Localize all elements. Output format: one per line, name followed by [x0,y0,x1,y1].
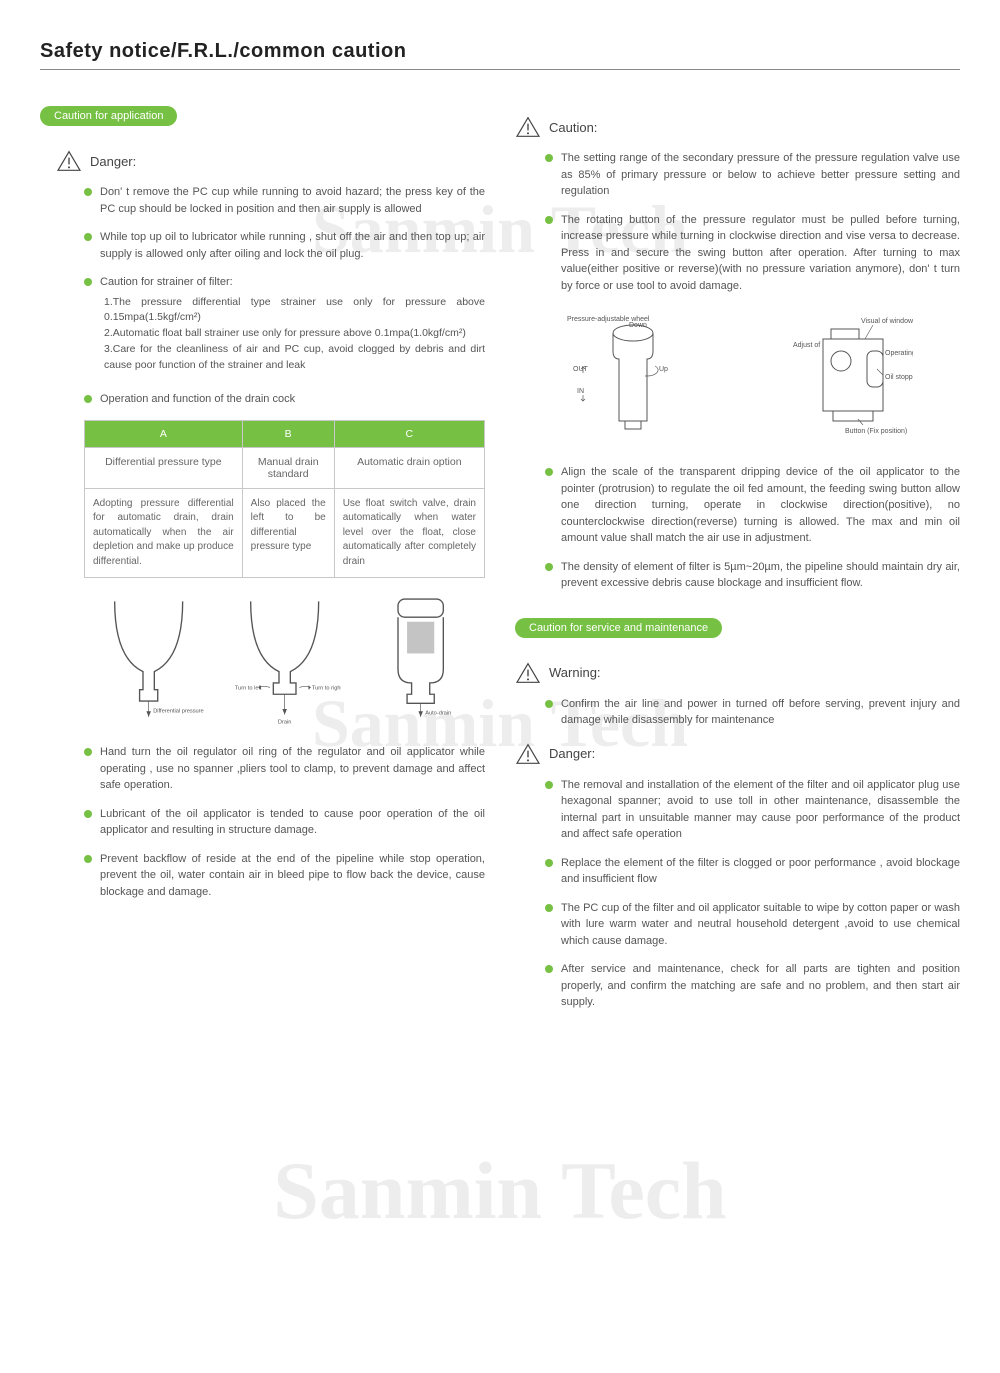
warning-label: Warning: [549,665,601,680]
bullet-icon [84,748,92,756]
svg-text:Adjust of: Adjust of [793,342,820,349]
table-cell: Differential pressure type [85,447,243,488]
left-column: Caution for application Danger: Don' t r… [40,106,485,1023]
warning-header: Warning: [515,662,960,684]
svg-text:Up: Up [659,366,668,373]
bullet-icon [84,395,92,403]
caution-list-bottom: Align the scale of the transparent dripp… [545,464,960,592]
svg-text:Turn to left: Turn to left [235,686,262,692]
caution-item: The setting range of the secondary press… [561,150,960,200]
table-cell: Automatic drain option [334,447,484,488]
watermark: Sanmin Tech [273,1144,726,1238]
lower-item: Lubricant of the oil applicator is tende… [100,806,485,839]
svg-text:Drain: Drain [278,720,292,726]
illustration-row: Differential pressure type Turn to left … [84,590,485,726]
danger-item: Don' t remove the PC cup while running t… [100,184,485,217]
caution-list-top: The setting range of the secondary press… [545,150,960,294]
bullet-icon [545,563,553,571]
bullet-icon [545,904,553,912]
strainer-sub: 3.Care for the cleanliness of air and PC… [104,342,485,374]
danger2-item: The PC cup of the filter and oil applica… [561,900,960,950]
table-intro: Operation and function of the drain cock [100,391,295,408]
table-cell: Manual drain standard [242,447,334,488]
divider [40,69,960,70]
warning-item: Confirm the air line and power in turned… [561,696,960,729]
bullet-icon [84,233,92,241]
caution-item: The density of element of filter is 5µm~… [561,559,960,592]
caution-header: Caution: [515,116,960,138]
warning-icon [515,743,541,765]
danger-item: While top up oil to lubricator while run… [100,229,485,262]
bullet-icon [545,965,553,973]
illustration-a: Differential pressure type [84,590,212,726]
pill-caution-application: Caution for application [40,106,177,126]
drain-table: A B C Differential pressure type Manual … [84,420,485,579]
table-header: C [334,420,484,447]
lower-item: Prevent backflow of reside at the end of… [100,851,485,901]
illustration-c: Auto-drain [357,590,485,726]
bullet-icon [545,700,553,708]
warning-icon [515,662,541,684]
svg-text:Oil stopper: Oil stopper [885,374,913,381]
svg-text:Operating direction: Operating direction [885,350,913,357]
bullet-icon [545,154,553,162]
danger-label: Danger: [90,154,136,169]
bullet-icon [545,859,553,867]
bullet-icon [545,468,553,476]
bullet-icon [545,781,553,789]
danger2-header: Danger: [515,743,960,765]
danger2-label: Danger: [549,746,595,761]
danger-list: Don' t remove the PC cup while running t… [84,184,485,373]
regulator-diagram: Pressure-adjustable wheel Down Up OUT IN… [515,306,960,446]
table-cell: Use float switch valve, drain automatica… [334,488,484,578]
svg-text:OUT: OUT [573,366,589,373]
danger2-item: Replace the element of the filter is clo… [561,855,960,888]
danger-item: Caution for strainer of filter: 1.The pr… [100,274,485,373]
danger-item-title: Caution for strainer of filter: [100,274,485,291]
table-header: A [85,420,243,447]
bullet-icon [545,216,553,224]
svg-text:Turn to right: Turn to right [312,686,341,692]
bullet-icon [84,810,92,818]
table-cell: Adopting pressure differential for autom… [85,488,243,578]
warning-list: Confirm the air line and power in turned… [545,696,960,729]
pill-service-maintenance: Caution for service and maintenance [515,618,722,638]
svg-text:Down: Down [629,322,647,329]
lower-list: Hand turn the oil regulator oil ring of … [84,744,485,900]
svg-text:Differential pressure type: Differential pressure type [153,709,205,715]
bullet-icon [84,278,92,286]
strainer-sub: 2.Automatic float ball strainer use only… [104,326,485,342]
table-header: B [242,420,334,447]
warning-icon [56,150,82,172]
warning-icon [515,116,541,138]
caution-item: Align the scale of the transparent dripp… [561,464,960,547]
bullet-icon [84,855,92,863]
lower-item: Hand turn the oil regulator oil ring of … [100,744,485,794]
svg-text:Button (Fix position): Button (Fix position) [845,428,907,435]
caution-item: The rotating button of the pressure regu… [561,212,960,295]
svg-text:IN: IN [577,388,584,395]
svg-text:Visual of window: Visual of window [861,318,913,325]
danger2-item: After service and maintenance, check for… [561,961,960,1011]
right-column: Caution: The setting range of the second… [515,106,960,1023]
page-title: Safety notice/F.R.L./common caution [40,40,960,63]
danger2-item: The removal and installation of the elem… [561,777,960,843]
page: Safety notice/F.R.L./common caution Caut… [0,0,1000,1083]
danger-header: Danger: [56,150,485,172]
caution-label: Caution: [549,120,597,135]
strainer-sub: 1.The pressure differential type straine… [104,295,485,327]
illustration-b: Turn to left Turn to right Drain [220,590,348,726]
table-cell: Also placed the left to be differential … [242,488,334,578]
danger2-list: The removal and installation of the elem… [545,777,960,1011]
svg-text:Auto-drain: Auto-drain [425,711,451,717]
bullet-icon [84,188,92,196]
